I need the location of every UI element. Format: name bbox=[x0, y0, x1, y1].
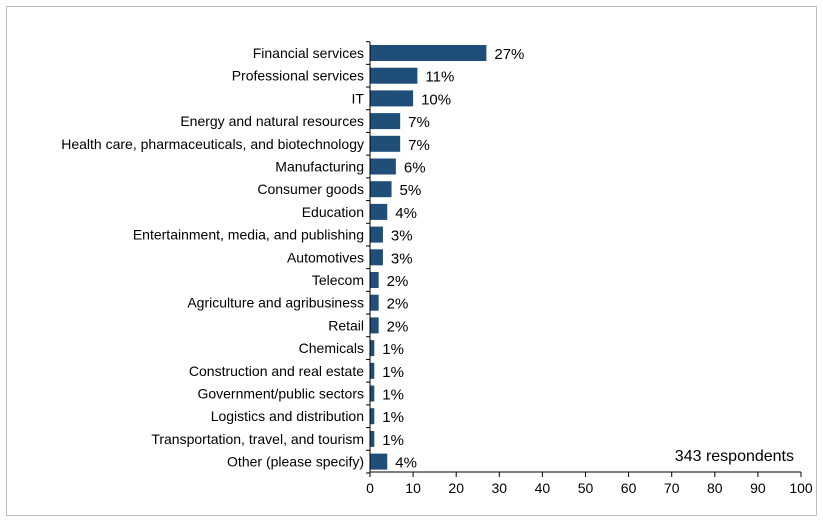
bar-value-label: 2% bbox=[387, 318, 409, 335]
category-label: Agriculture and agribusiness bbox=[187, 295, 364, 311]
x-tick-label: 0 bbox=[366, 480, 374, 496]
respondents-annotation: 343 respondents bbox=[675, 448, 794, 465]
bar bbox=[370, 204, 387, 220]
category-label: Chemicals bbox=[299, 340, 364, 356]
bar-value-label: 6% bbox=[404, 160, 426, 177]
bar-value-label: 5% bbox=[400, 182, 422, 199]
category-label: Other (please specify) bbox=[227, 454, 364, 470]
bar-value-label: 11% bbox=[425, 69, 454, 86]
bar bbox=[370, 295, 379, 311]
x-tick-label: 30 bbox=[492, 480, 508, 496]
axis-layer: 0 10 20 30 40 50 60 70 80 90 100 bbox=[366, 42, 813, 496]
category-label: Financial services bbox=[253, 45, 364, 61]
bar-value-label: 4% bbox=[395, 455, 417, 472]
bar bbox=[370, 363, 374, 379]
category-label: Construction and real estate bbox=[189, 363, 364, 379]
bar bbox=[370, 408, 374, 424]
bar bbox=[370, 454, 387, 470]
category-label: Consumer goods bbox=[257, 181, 364, 197]
x-tick-label: 50 bbox=[578, 480, 594, 496]
bar bbox=[370, 136, 400, 152]
bar-value-label: 10% bbox=[421, 91, 451, 108]
bars-layer: Financial services 27% Professional servic… bbox=[61, 45, 524, 472]
x-tick-label: 20 bbox=[448, 480, 464, 496]
category-label: Government/public sectors bbox=[197, 386, 364, 402]
category-label: Energy and natural resources bbox=[180, 113, 364, 129]
category-label: IT bbox=[352, 90, 365, 106]
x-tick-label: 100 bbox=[789, 480, 813, 496]
bar-value-label: 27% bbox=[494, 46, 524, 63]
x-tick-label: 40 bbox=[535, 480, 551, 496]
category-label: Education bbox=[302, 204, 364, 220]
category-label: Automotives bbox=[287, 249, 364, 265]
bar-value-label: 2% bbox=[387, 273, 409, 290]
x-tick-label: 80 bbox=[707, 480, 723, 496]
bar bbox=[370, 272, 379, 288]
category-label: Manufacturing bbox=[275, 159, 364, 175]
x-tick-label: 90 bbox=[750, 480, 766, 496]
category-label: Telecom bbox=[312, 272, 364, 288]
bar bbox=[370, 317, 379, 333]
bar-value-label: 3% bbox=[391, 250, 413, 267]
bar-value-label: 7% bbox=[408, 114, 430, 131]
bar-value-label: 1% bbox=[382, 387, 404, 404]
bar bbox=[370, 68, 417, 84]
bar bbox=[370, 249, 383, 265]
bar-value-label: 1% bbox=[382, 409, 404, 426]
bar-value-label: 2% bbox=[387, 296, 409, 313]
x-tick-label: 10 bbox=[405, 480, 421, 496]
bar bbox=[370, 113, 400, 129]
bar-value-label: 3% bbox=[391, 228, 413, 245]
category-label: Transportation, travel, and tourism bbox=[151, 431, 364, 447]
bar bbox=[370, 386, 374, 402]
x-tick-label: 70 bbox=[664, 480, 680, 496]
category-label: Professional services bbox=[232, 68, 364, 84]
bar bbox=[370, 227, 383, 243]
bar bbox=[370, 340, 374, 356]
x-tick-label: 60 bbox=[621, 480, 637, 496]
bar-value-label: 1% bbox=[382, 432, 404, 449]
bar-value-label: 4% bbox=[395, 205, 417, 222]
bar bbox=[370, 159, 396, 175]
bar-value-label: 7% bbox=[408, 137, 430, 154]
bar bbox=[370, 90, 413, 106]
bar bbox=[370, 181, 392, 197]
bar-value-label: 1% bbox=[382, 341, 404, 358]
category-label: Entertainment, media, and publishing bbox=[133, 227, 364, 243]
category-label: Health care, pharmaceuticals, and biotec… bbox=[61, 136, 364, 152]
bar-value-label: 1% bbox=[382, 364, 404, 381]
bar bbox=[370, 45, 486, 61]
category-label: Retail bbox=[328, 317, 364, 333]
bar bbox=[370, 431, 374, 447]
category-label: Logistics and distribution bbox=[211, 408, 364, 424]
